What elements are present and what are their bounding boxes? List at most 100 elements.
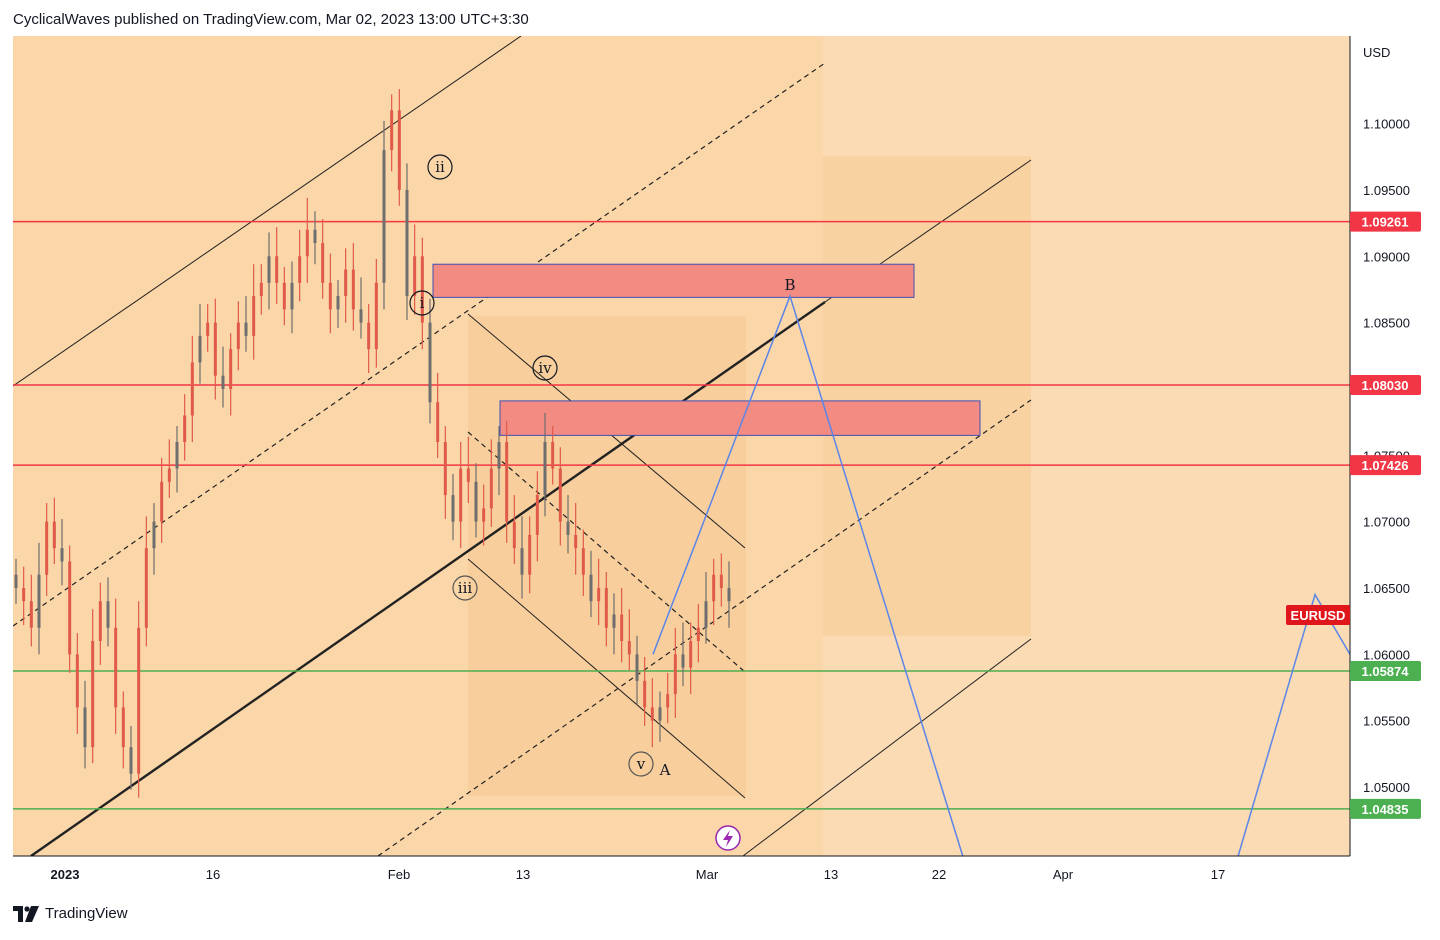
candle-body xyxy=(505,442,509,522)
brand-name: TradingView xyxy=(45,905,128,922)
candle-body xyxy=(443,442,447,496)
candle-body xyxy=(589,574,593,602)
candle-body xyxy=(298,256,302,283)
supply-zones xyxy=(432,263,981,436)
price-tick-label: 1.05500 xyxy=(1363,714,1410,729)
candle-body xyxy=(167,468,171,482)
candle-body xyxy=(359,309,363,323)
candle-body xyxy=(658,707,662,721)
candle-body xyxy=(52,521,56,549)
price-chart[interactable]: ii i iv iii v A B USD 1.10000 1.09500 1.09… xyxy=(13,36,1426,892)
candle-body xyxy=(512,521,516,549)
candle-body xyxy=(91,641,95,748)
candle-body xyxy=(244,322,248,336)
candle-body xyxy=(543,442,547,496)
svg-text:iii: iii xyxy=(458,579,473,597)
level-tag-label: 1.07426 xyxy=(1362,458,1409,473)
last-price-tag: EURUSD xyxy=(1286,605,1350,625)
time-axis[interactable] xyxy=(13,856,1426,892)
candle-body xyxy=(390,110,394,151)
candle-body xyxy=(620,614,624,642)
upper-dashed-channel xyxy=(13,62,826,627)
candle-body xyxy=(451,495,455,522)
candle-body xyxy=(497,442,501,469)
candle-body xyxy=(106,601,110,628)
descending-dashed xyxy=(467,431,746,673)
candle-body xyxy=(612,614,616,628)
candle-body xyxy=(236,322,240,350)
candle-body xyxy=(221,375,225,389)
time-tick-label: Mar xyxy=(696,867,719,882)
svg-text:i: i xyxy=(420,294,425,312)
candle-body xyxy=(213,322,217,376)
candle-body xyxy=(183,415,187,443)
candle-body xyxy=(160,481,164,522)
descending-lower xyxy=(467,558,746,799)
highlight-zone-right xyxy=(823,156,1031,636)
candle-body xyxy=(83,707,87,748)
price-tick-label: 1.07000 xyxy=(1363,515,1410,530)
candle-body xyxy=(152,521,156,549)
candle-body xyxy=(121,707,125,748)
lightning-icon[interactable] xyxy=(715,825,741,851)
candle-body xyxy=(313,229,317,243)
candle-body xyxy=(68,561,72,655)
candle-body xyxy=(321,242,325,283)
level-tag-support xyxy=(1350,798,1421,819)
price-tick-label: 1.06000 xyxy=(1363,647,1410,662)
candle-body xyxy=(635,654,639,681)
price-tick-label: 1.10000 xyxy=(1363,117,1410,132)
lower-channel-line xyxy=(742,638,1032,857)
level-tag-support xyxy=(1350,661,1421,682)
candle-body xyxy=(328,282,332,310)
tradingview-footer[interactable]: TradingView xyxy=(13,905,128,922)
candle-body xyxy=(704,601,708,628)
candle-body xyxy=(466,468,470,482)
level-tag-label: 1.08030 xyxy=(1362,378,1409,393)
candle-body xyxy=(566,521,570,535)
candle-body xyxy=(528,534,532,575)
time-tick-label: 13 xyxy=(516,867,530,882)
candle-body xyxy=(344,269,348,297)
candle-body xyxy=(712,574,716,602)
candle-body xyxy=(666,694,670,708)
supply-zone[interactable] xyxy=(499,400,981,436)
candle-body xyxy=(367,322,371,350)
candle-body xyxy=(60,548,64,562)
candle-body xyxy=(535,495,539,535)
time-tick-label: 16 xyxy=(206,867,220,882)
candle-body xyxy=(482,508,486,522)
price-tick-label: 1.09500 xyxy=(1363,183,1410,198)
candle-body xyxy=(689,641,693,668)
time-tick-label: 13 xyxy=(824,867,838,882)
candle-body xyxy=(627,641,631,655)
candle-body xyxy=(75,654,79,708)
candle-body xyxy=(382,150,386,283)
candle-body xyxy=(405,189,409,297)
price-tick-label: 1.09000 xyxy=(1363,249,1410,264)
candle-body xyxy=(719,574,723,588)
candle-body xyxy=(428,322,432,403)
candle-body xyxy=(413,256,417,297)
highlight-zone-channel xyxy=(468,316,746,796)
candle-body xyxy=(14,574,18,588)
chart-frame[interactable]: ii i iv iii v A B USD 1.10000 1.09500 1.09… xyxy=(13,36,1426,892)
main-trend-line xyxy=(30,301,826,857)
time-tick-label: 17 xyxy=(1211,867,1225,882)
price-tick-label: 1.06500 xyxy=(1363,581,1410,596)
price-ticks: 1.100001.095001.090001.085001.075001.070… xyxy=(1363,117,1410,795)
candle-body xyxy=(282,282,286,310)
level-tag-label: 1.05874 xyxy=(1362,664,1410,679)
candle-body xyxy=(420,256,424,323)
time-tick-label: 22 xyxy=(932,867,946,882)
level-tag-label: 1.04835 xyxy=(1362,802,1409,817)
wave-label-i: i xyxy=(409,290,435,316)
candle-body xyxy=(681,654,685,668)
svg-text:ii: ii xyxy=(435,158,445,176)
candle-body xyxy=(114,627,118,708)
upper-channel-line xyxy=(13,36,522,387)
time-tick-label: Feb xyxy=(388,867,410,882)
supply-zone[interactable] xyxy=(432,263,915,298)
candle-body xyxy=(229,349,233,389)
wave-label-ii: ii xyxy=(427,154,453,180)
